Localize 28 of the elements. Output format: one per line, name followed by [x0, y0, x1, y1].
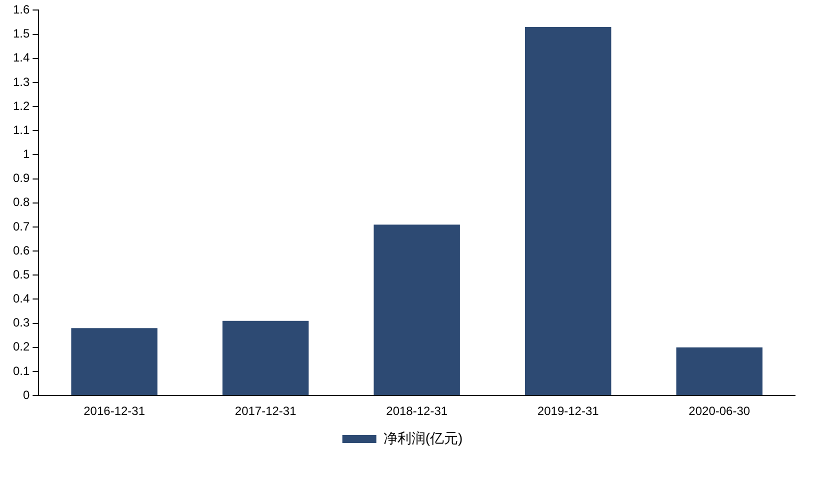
bar	[676, 347, 762, 396]
y-tick-label: 0.7	[12, 219, 30, 234]
y-tick-label: 1	[22, 147, 30, 162]
y-tick-label: 0.3	[12, 316, 30, 330]
legend-label: 净利润(亿元)	[383, 430, 463, 446]
y-tick-label: 0.1	[12, 364, 30, 378]
y-tick-label: 0.9	[12, 171, 30, 186]
bar	[71, 328, 158, 396]
y-tick-label: 1.5	[12, 26, 30, 41]
y-tick-label: 1.4	[12, 50, 30, 65]
y-tick-label: 0.4	[12, 292, 30, 306]
y-tick-label: 0.8	[12, 195, 30, 210]
x-tick-label: 2019-12-31	[537, 404, 600, 418]
y-tick-label: 0.6	[12, 243, 30, 258]
y-tick-label: 1.3	[12, 74, 30, 89]
x-tick-label: 2017-12-31	[234, 404, 297, 418]
y-tick-label: 0.5	[12, 267, 30, 282]
y-tick-label: 1.1	[12, 122, 30, 137]
x-tick-label: 2020-06-30	[688, 404, 750, 418]
bar	[374, 224, 460, 396]
y-tick-label: 1.2	[12, 98, 30, 113]
y-tick-label: 0.2	[12, 340, 30, 354]
bar	[524, 27, 612, 396]
bar	[222, 320, 309, 396]
y-tick-label: 1.6	[12, 2, 30, 17]
x-tick-label: 2018-12-31	[386, 404, 448, 418]
x-tick-label: 2016-12-31	[84, 404, 146, 418]
y-tick-label: 0	[22, 388, 30, 402]
